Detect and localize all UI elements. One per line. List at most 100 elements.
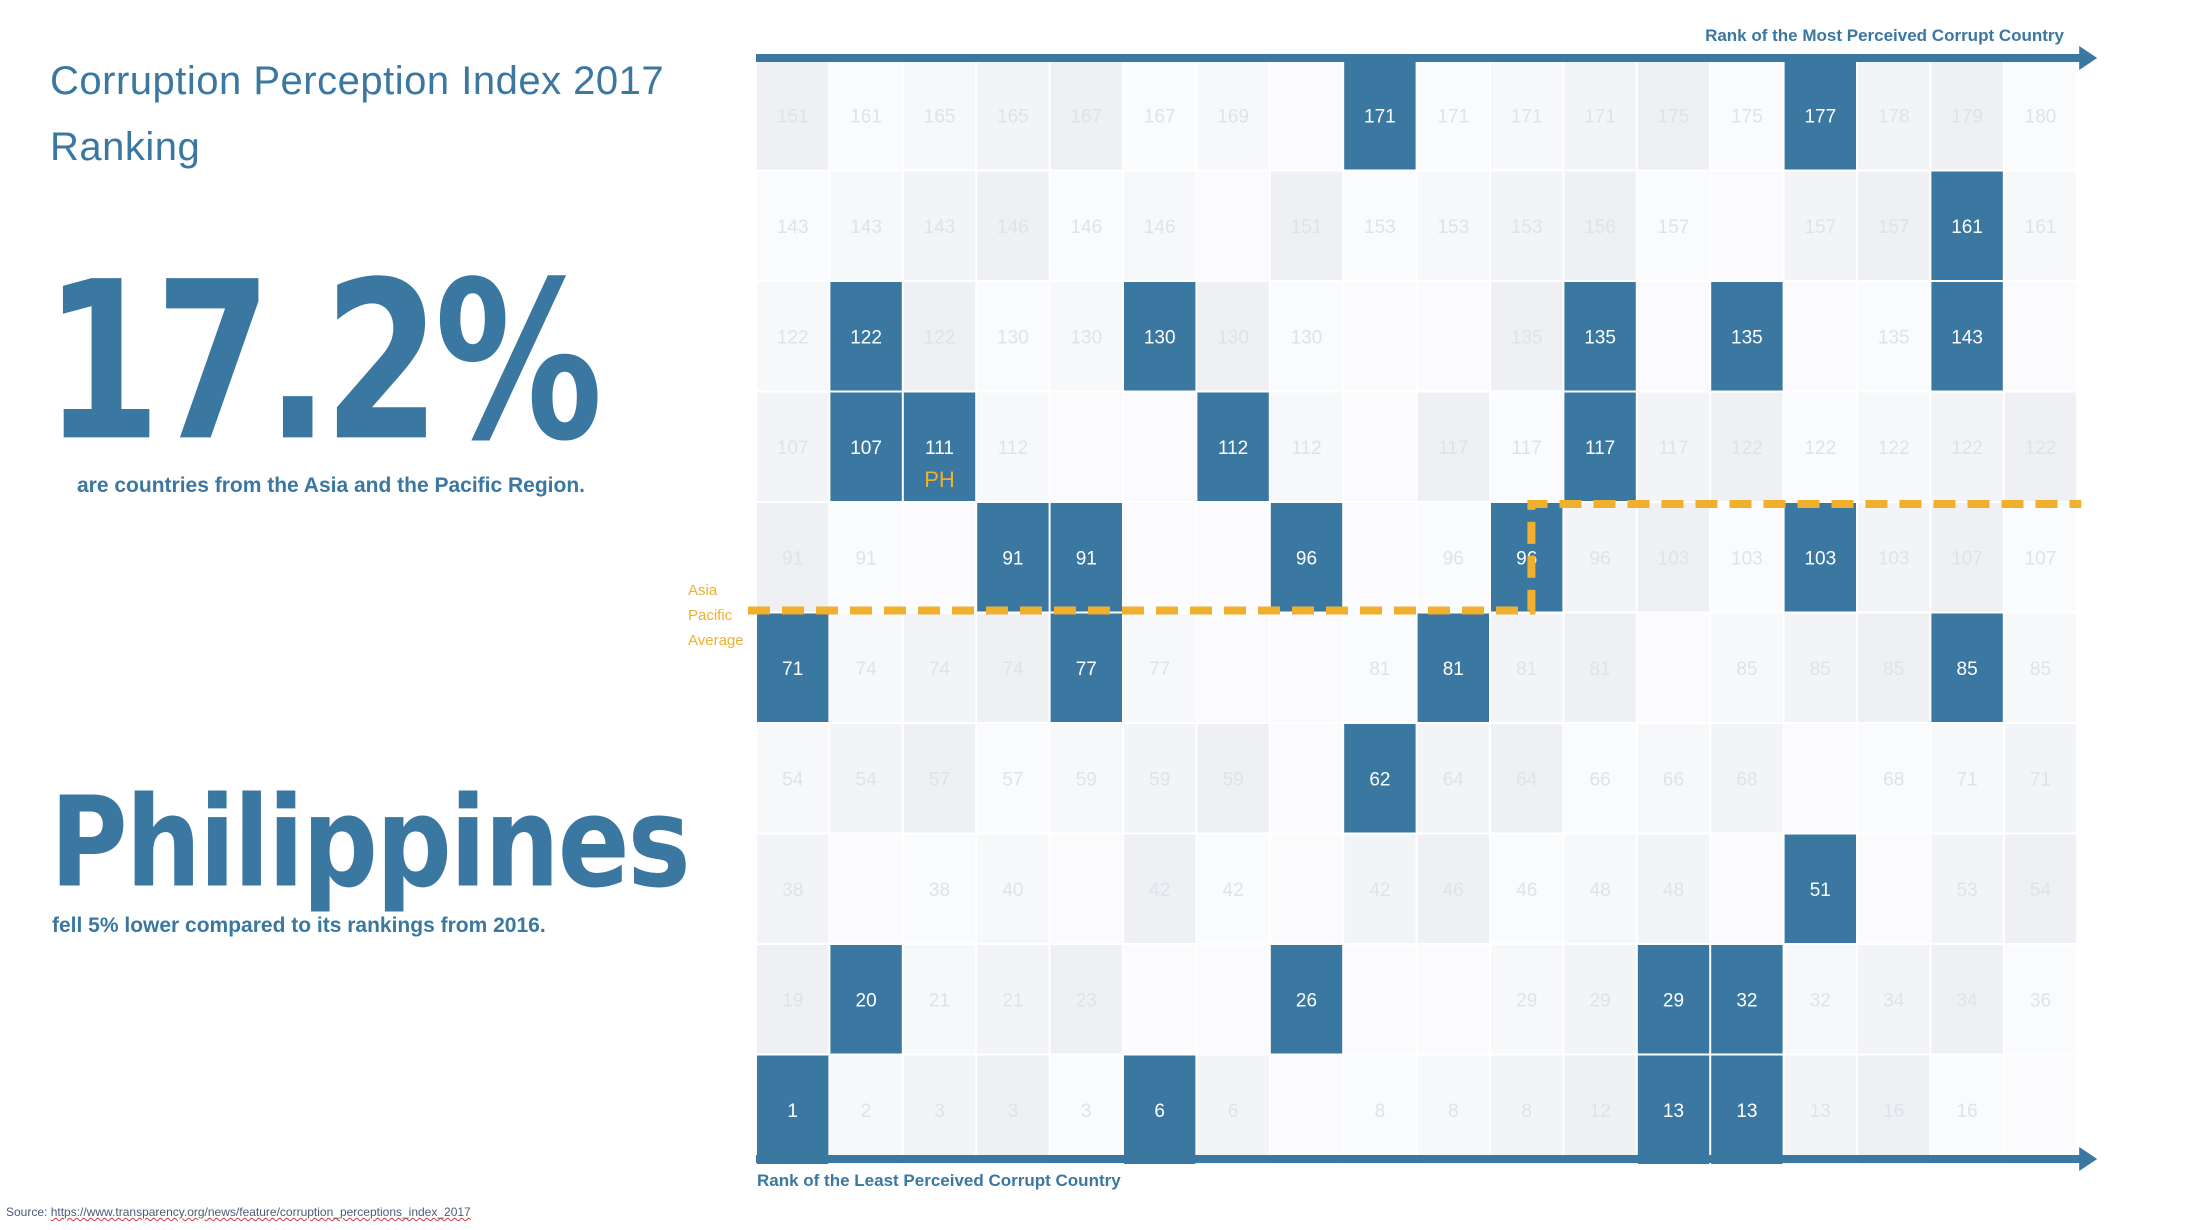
cell-rank-label: 161 <box>850 106 882 127</box>
average-label: Asia Pacific Average <box>688 578 768 653</box>
cell-rank-label: 57 <box>1002 769 1023 790</box>
heatmap-cell <box>757 503 829 612</box>
heatmap-cell <box>1050 61 1122 170</box>
heatmap-cell <box>1344 834 1416 943</box>
heatmap-cell <box>2004 1055 2077 1164</box>
heatmap-cell <box>1637 834 1710 943</box>
country-caption: fell 5% lower compared to its rankings f… <box>52 914 546 937</box>
heatmap-cell <box>1784 945 1856 1054</box>
heatmap-cell <box>1344 613 1416 722</box>
cell-rank-label: 161 <box>1951 217 1983 238</box>
highlighted-cell <box>830 282 902 391</box>
highlighted-cell <box>1197 392 1269 501</box>
heatmap-cell <box>2004 392 2077 501</box>
heatmap-cell <box>1784 1055 1856 1164</box>
cell-rank-label: 135 <box>1511 327 1543 348</box>
asia-pacific-average-line <box>748 500 2082 615</box>
heatmap-cell <box>1931 834 2003 943</box>
cell-rank-label: 157 <box>1878 217 1910 238</box>
heatmap-cell <box>1197 503 1269 612</box>
cell-rank-label: 169 <box>1217 106 1249 127</box>
heatmap-cell <box>1417 61 1489 170</box>
heatmap-cell <box>1050 282 1122 391</box>
heatmap-cell <box>2004 503 2077 612</box>
heatmap-cell <box>1858 834 1930 943</box>
cell-rank-label: 29 <box>1516 990 1537 1011</box>
heatmap-cell <box>1050 1055 1122 1164</box>
cell-rank-label: 122 <box>850 327 882 348</box>
heatmap-cell <box>1491 1055 1563 1164</box>
heatmap-cell <box>1784 724 1856 833</box>
highlighted-cell <box>977 503 1049 612</box>
heatmap-cell <box>977 834 1049 943</box>
cell-rank-label: 85 <box>1810 659 1831 680</box>
cell-rank-label: 157 <box>1804 217 1836 238</box>
heatmap-cell <box>1711 613 1783 722</box>
cell-rank-label: 16 <box>1957 1101 1978 1122</box>
heatmap-cell <box>1858 171 1930 280</box>
highlighted-cell <box>1784 834 1856 943</box>
cell-rank-label: 143 <box>1951 327 1983 348</box>
cell-rank-label: 85 <box>1736 659 1757 680</box>
asia-pacific-caption: are countries from the Asia and the Paci… <box>77 474 586 497</box>
heatmap-cell <box>1858 282 1930 391</box>
source-url[interactable]: https://www.transparency.org/news/featur… <box>50 1205 471 1219</box>
heatmap-cell <box>1124 613 1196 722</box>
cell-rank-label: 34 <box>1957 990 1979 1011</box>
heatmap-cell <box>1491 724 1563 833</box>
cell-rank-label: 153 <box>1511 217 1543 238</box>
cell-rank-label: 71 <box>1957 769 1978 790</box>
heatmap-cell <box>1050 724 1122 833</box>
heatmap-cell <box>1637 392 1710 501</box>
cell-rank-label: 71 <box>2030 769 2051 790</box>
heatmap-cell <box>1124 392 1196 501</box>
cell-rank-label: 85 <box>1957 659 1978 680</box>
highlighted-cell <box>1270 503 1343 612</box>
heatmap-cell <box>757 834 829 943</box>
heatmap-cell <box>1711 724 1783 833</box>
cell-rank-label: 81 <box>1369 659 1390 680</box>
heatmap-cell <box>1931 503 2003 612</box>
cell-rank-label: 3 <box>1081 1101 1092 1122</box>
heatmap-cell <box>1491 61 1563 170</box>
cell-rank-label: 91 <box>856 548 877 569</box>
cell-rank-label: 81 <box>1443 659 1464 680</box>
heatmap-cell <box>757 945 829 1054</box>
heatmap-cell <box>1931 945 2003 1054</box>
cell-rank-label: 64 <box>1443 769 1465 790</box>
cell-rank-label: 167 <box>1070 106 1102 127</box>
highlighted-cell <box>1637 1055 1710 1164</box>
heatmap-cell <box>830 724 902 833</box>
heatmap-cell <box>1050 171 1122 280</box>
cell-rank-label: 54 <box>2030 880 2052 901</box>
heatmap-cell <box>903 834 976 943</box>
cell-rank-label: 54 <box>856 769 878 790</box>
cell-rank-label: 122 <box>1878 438 1910 459</box>
heatmap-cell <box>757 724 829 833</box>
heatmap-cell <box>1637 171 1710 280</box>
cell-rank-label: 107 <box>2025 548 2057 569</box>
heatmap-cell <box>1124 503 1196 612</box>
heatmap-cell <box>2004 945 2077 1054</box>
heatmap-cell <box>1197 282 1269 391</box>
heatmap-cell <box>1931 61 2003 170</box>
heatmap-cell <box>1858 613 1930 722</box>
cell-rank-label: 171 <box>1584 106 1616 127</box>
cell-rank-label: 13 <box>1810 1101 1831 1122</box>
cell-rank-label: 146 <box>1070 217 1102 238</box>
cell-rank-label: 12 <box>1590 1101 1611 1122</box>
cell-rank-label: 21 <box>1002 990 1023 1011</box>
heatmap-cell <box>1270 1055 1343 1164</box>
cell-rank-label: 146 <box>1144 217 1176 238</box>
cell-rank-label: 167 <box>1144 106 1176 127</box>
heatmap-cell <box>1858 392 1930 501</box>
highlighted-cell <box>1270 945 1343 1054</box>
cell-rank-label: 46 <box>1443 880 1464 901</box>
highlighted-cell <box>1711 1055 1783 1164</box>
cell-rank-label: 42 <box>1223 880 1244 901</box>
heatmap-cell <box>757 282 829 391</box>
heatmap-cell <box>1491 171 1563 280</box>
highlighted-cell <box>1711 282 1783 391</box>
highlighted-cell <box>1784 61 1856 170</box>
cell-rank-label: 6 <box>1228 1101 1239 1122</box>
